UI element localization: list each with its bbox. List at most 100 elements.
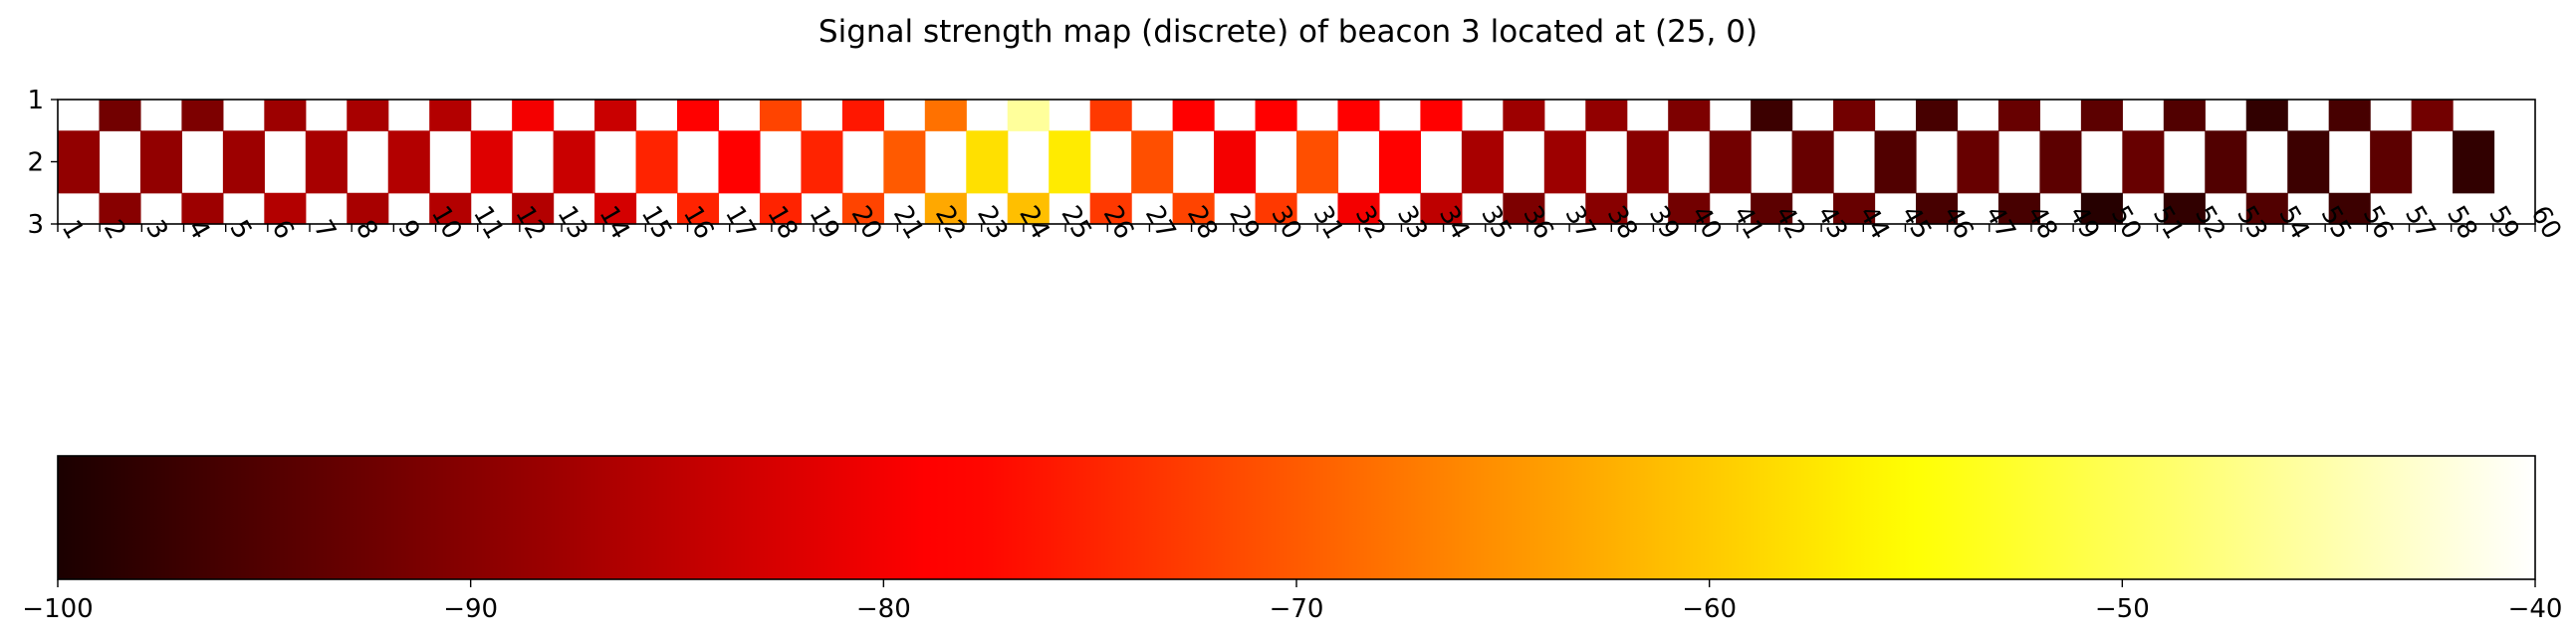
- heatmap-cell: [1916, 100, 1959, 131]
- heatmap-cell: [2245, 100, 2288, 131]
- heatmap-cell: [264, 192, 307, 225]
- heatmap-cell: [1131, 130, 1174, 194]
- heatmap-cell: [1997, 100, 2040, 131]
- heatmap-cell: [222, 130, 265, 194]
- heatmap-cell: [1420, 192, 1463, 225]
- heatmap-cell: [2370, 130, 2413, 194]
- colorbar-tick-label: −70: [1270, 594, 1324, 624]
- heatmap-cell: [1957, 130, 1999, 194]
- heatmap-cell: [1007, 192, 1050, 225]
- heatmap-cell: [99, 192, 141, 225]
- heatmap-cell: [1626, 130, 1669, 194]
- heatmap-cell: [1709, 130, 1752, 194]
- heatmap-cell: [635, 130, 678, 194]
- heatmap-cell: [1833, 100, 1876, 131]
- heatmap-cell: [2411, 100, 2454, 131]
- heatmap-cell: [512, 100, 555, 131]
- heatmap-cell: [1751, 100, 1793, 131]
- heatmap-cell: [1337, 100, 1380, 131]
- heatmap-cell: [1543, 130, 1586, 194]
- heatmap-cell: [883, 130, 926, 194]
- heatmap-cell: [2122, 130, 2165, 194]
- heatmap-cell: [1585, 192, 1628, 225]
- heatmap-cell: [181, 100, 224, 131]
- heatmap-cell: [1668, 192, 1711, 225]
- y-tick-label: 2: [27, 148, 44, 178]
- heatmap-cell: [58, 130, 101, 194]
- heatmap-cell: [1214, 130, 1257, 194]
- colorbar-tick-label: −80: [856, 594, 911, 624]
- heatmap-cell: [718, 130, 761, 194]
- colorbar-tick-label: −100: [22, 594, 93, 624]
- chart-title: Signal strength map (discrete) of beacon…: [818, 14, 1758, 50]
- heatmap-cell: [594, 192, 637, 225]
- heatmap-cell: [1049, 130, 1091, 194]
- heatmap-cell: [470, 130, 513, 194]
- heatmap-cell: [841, 192, 884, 225]
- heatmap-cell: [429, 100, 472, 131]
- heatmap-cell: [677, 100, 720, 131]
- heatmap-cell: [1089, 192, 1132, 225]
- heatmap-cell: [759, 192, 802, 225]
- heatmap-cell: [841, 100, 884, 131]
- heatmap-cell: [2205, 130, 2247, 194]
- colorbar-tick-label: −40: [2508, 594, 2563, 624]
- heatmap-cell: [1007, 100, 1050, 131]
- heatmap-cell: [1833, 192, 1876, 225]
- heatmap-cell: [924, 100, 967, 131]
- heatmap-cell: [347, 192, 389, 225]
- heatmap-cell: [1255, 192, 1297, 225]
- heatmap-cell: [801, 130, 843, 194]
- heatmap-cell: [2453, 130, 2495, 194]
- heatmap-cell: [2080, 100, 2123, 131]
- colorbar-tick-label: −50: [2095, 594, 2150, 624]
- y-tick-label: 1: [27, 86, 44, 115]
- heatmap-cell: [1255, 100, 1297, 131]
- heatmap-cell: [1089, 100, 1132, 131]
- heatmap-cell: [1172, 192, 1215, 225]
- heatmap-cell: [2328, 192, 2371, 225]
- heatmap-cell: [139, 130, 182, 194]
- heatmap-cell: [1668, 100, 1711, 131]
- colorbar-tick-label: −90: [443, 594, 498, 624]
- heatmap-cell: [553, 130, 595, 194]
- heatmap-cell: [1172, 100, 1215, 131]
- heatmap-cell: [1337, 192, 1380, 225]
- colorbar: [57, 455, 2536, 580]
- heatmap-cell: [2163, 100, 2206, 131]
- heatmap-cell: [594, 100, 637, 131]
- heatmap-cell: [305, 130, 348, 194]
- heatmap-cell: [1420, 100, 1463, 131]
- heatmap-cell: [2328, 100, 2371, 131]
- heatmap-cell: [512, 192, 555, 225]
- heatmap-cell: [429, 192, 472, 225]
- heatmap-cell: [1296, 130, 1339, 194]
- heatmap-cell: [1997, 192, 2040, 225]
- heatmap-cell: [264, 100, 307, 131]
- heatmap-cell: [677, 192, 720, 225]
- heatmap-cell: [1378, 130, 1421, 194]
- heatmap-cell: [1874, 130, 1917, 194]
- heatmap-cell: [2287, 130, 2330, 194]
- heatmap-cell: [99, 100, 141, 131]
- heatmap-cell: [181, 192, 224, 225]
- heatmap-cell: [924, 192, 967, 225]
- heatmap-cell: [387, 130, 430, 194]
- heatmap-cell: [1585, 100, 1628, 131]
- heatmap-cell: [347, 100, 389, 131]
- heatmap-cell: [1503, 100, 1545, 131]
- heatmap-cell: [1791, 130, 1834, 194]
- heatmap-cell: [1751, 192, 1793, 225]
- heatmap-cell: [2080, 192, 2123, 225]
- y-tick-label: 3: [27, 210, 44, 240]
- heatmap-cell: [1916, 192, 1959, 225]
- heatmap-cell: [759, 100, 802, 131]
- heatmap-cell: [2039, 130, 2082, 194]
- heatmap-cell: [1503, 192, 1545, 225]
- colorbar-tick-label: −60: [1682, 594, 1737, 624]
- heatmap-cell: [1461, 130, 1504, 194]
- heatmap-cell: [2245, 192, 2288, 225]
- heatmap-cell: [2163, 192, 2206, 225]
- heatmap-cell: [966, 130, 1009, 194]
